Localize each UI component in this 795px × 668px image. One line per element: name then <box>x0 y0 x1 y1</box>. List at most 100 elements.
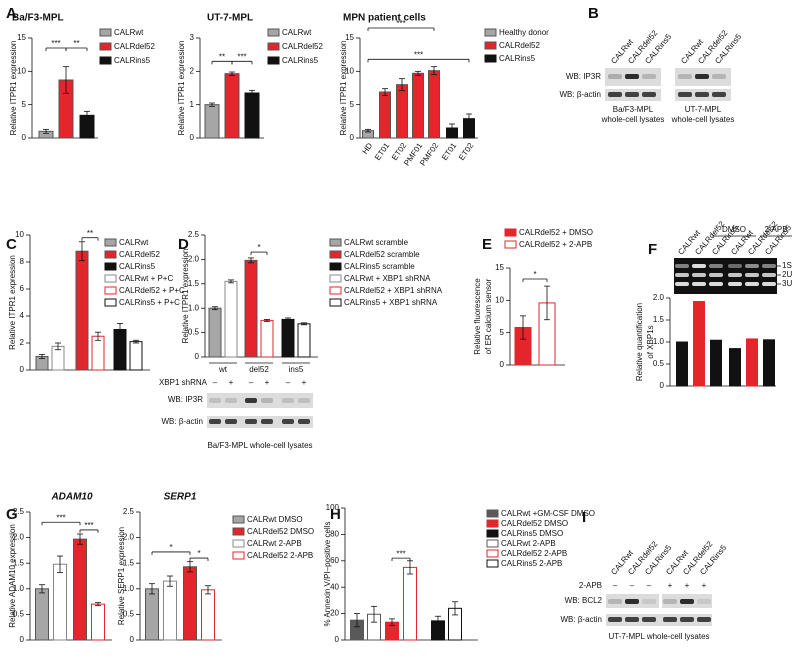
blot-band <box>762 264 776 268</box>
y-tick-label: 0 <box>190 133 195 142</box>
legend-swatch <box>486 519 499 528</box>
blot-caption: Ba/F3-MPL whole-cell lysates <box>207 441 312 450</box>
chart-title: UT-7-MPL <box>207 13 253 24</box>
significance-label: ** <box>87 229 93 238</box>
y-tick-label: 1.5 <box>123 558 135 567</box>
blot-band <box>745 282 759 286</box>
y-axis-label: of XBP1s <box>646 325 655 358</box>
legend-swatch <box>329 238 342 247</box>
blot-band <box>608 92 622 97</box>
y-tick-label: 15 <box>345 33 354 42</box>
blot-row-label: WB: BCL2 <box>565 596 603 605</box>
significance-label: * <box>169 543 172 552</box>
y-axis-label: Relative fluorescence <box>473 278 482 355</box>
legend-label: CALRins5 + P+C <box>119 298 180 307</box>
legend-label: CALRwt 2-APB <box>501 539 556 548</box>
significance-label: *** <box>84 521 93 530</box>
chart-title: SERP1 <box>164 492 197 503</box>
treatment-label: 2-APB <box>579 581 602 590</box>
blot-band <box>245 419 257 424</box>
y-tick-label: 15 <box>495 263 504 272</box>
blot-band <box>745 273 759 277</box>
blot-band <box>680 617 694 622</box>
treatment-sign: + <box>702 581 707 590</box>
bar <box>763 339 775 387</box>
blot-band <box>642 617 656 622</box>
group-label: wt <box>218 365 228 374</box>
significance-label: *** <box>414 50 423 59</box>
gel <box>674 258 777 294</box>
legend-label: CALRins5 scramble <box>344 262 415 271</box>
y-tick-label: 0 <box>20 635 25 644</box>
y-axis-label: Relative ITPR1 expression <box>181 249 190 344</box>
blot-row-label: WB: β-actin <box>162 417 204 426</box>
legend-swatch <box>329 274 342 283</box>
legend-label: CALRins5 <box>119 262 156 271</box>
legend-swatch <box>484 54 497 63</box>
legend-swatch <box>232 539 245 548</box>
blot-band <box>680 599 694 604</box>
y-tick-label: 0.5 <box>653 359 665 368</box>
sub-sign: – <box>286 378 291 387</box>
blot-band <box>762 273 776 277</box>
blot-strip <box>207 416 313 428</box>
panel-letter: E <box>482 236 492 253</box>
blot-band <box>695 92 709 97</box>
legend-label: CALRdel52 DMSO <box>501 519 568 528</box>
chart-title: ADAM10 <box>50 492 93 503</box>
legend-label: CALRwt 2-APB <box>247 539 302 548</box>
blot-band <box>625 599 639 604</box>
legend-swatch <box>486 559 499 568</box>
legend-label: CALRdel52 + XBP1 shRNA <box>344 286 443 295</box>
blot-band <box>678 92 692 97</box>
blot-caption: Ba/F3-MPL <box>613 105 654 114</box>
y-tick-label: 0 <box>500 360 505 369</box>
blot-strip <box>207 393 313 408</box>
blot-band <box>209 398 221 403</box>
y-tick-label: 0 <box>335 635 340 644</box>
legend-label: CALRwt <box>114 28 144 37</box>
y-axis-label: Relative ADAM10 expression <box>8 524 17 628</box>
y-tick-label: 8 <box>20 257 25 266</box>
bar <box>204 104 220 139</box>
significance-label: *** <box>237 52 246 61</box>
condition-label: DMSO <box>722 225 746 234</box>
blot-band <box>225 398 237 403</box>
legend-label: CALRwt scramble <box>344 238 409 247</box>
legend-swatch <box>104 238 117 247</box>
legend-label: CALRdel52 + DMSO <box>519 228 593 237</box>
blot-band <box>709 264 723 268</box>
blot-row-label: WB: β-actin <box>560 90 602 99</box>
panel-letter: B <box>588 5 599 22</box>
x-tick-label: ET02 <box>457 141 476 162</box>
legend-swatch <box>484 28 497 37</box>
blot-band <box>663 617 677 622</box>
bar <box>35 588 49 641</box>
legend-swatch <box>329 286 342 295</box>
treatment-sign: + <box>668 581 673 590</box>
y-tick-label: 1.0 <box>13 584 25 593</box>
x-tick-label: ET01 <box>373 141 392 162</box>
y-axis-label: Relative quantification <box>635 303 644 381</box>
y-tick-label: 0 <box>660 381 665 390</box>
bar <box>163 580 177 641</box>
legend-label: CALRwt DMSO <box>247 515 303 524</box>
legend-label: CALRins5 + XBP1 shRNA <box>344 298 438 307</box>
blot-band <box>608 599 622 604</box>
blot-band <box>712 74 726 79</box>
blot-band <box>608 74 622 79</box>
blot-band <box>728 264 742 268</box>
y-tick-label: 15 <box>17 33 26 42</box>
legend-label: CALRdel52 2-APB <box>501 549 567 558</box>
y-tick-label: 0 <box>22 133 27 142</box>
y-tick-label: 2.5 <box>188 230 200 239</box>
group-label: ins5 <box>289 365 304 374</box>
y-tick-label: 4 <box>20 311 25 320</box>
blot-band <box>675 282 689 286</box>
bar <box>224 73 240 139</box>
y-axis-label: Relative ITPR1 expression <box>339 41 348 136</box>
y-axis-label: Relative ITPR1 expression <box>9 41 18 136</box>
legend-label: CALRdel52 + P+C <box>119 286 185 295</box>
band-label: 3U <box>782 279 792 288</box>
blot-band <box>608 617 622 622</box>
